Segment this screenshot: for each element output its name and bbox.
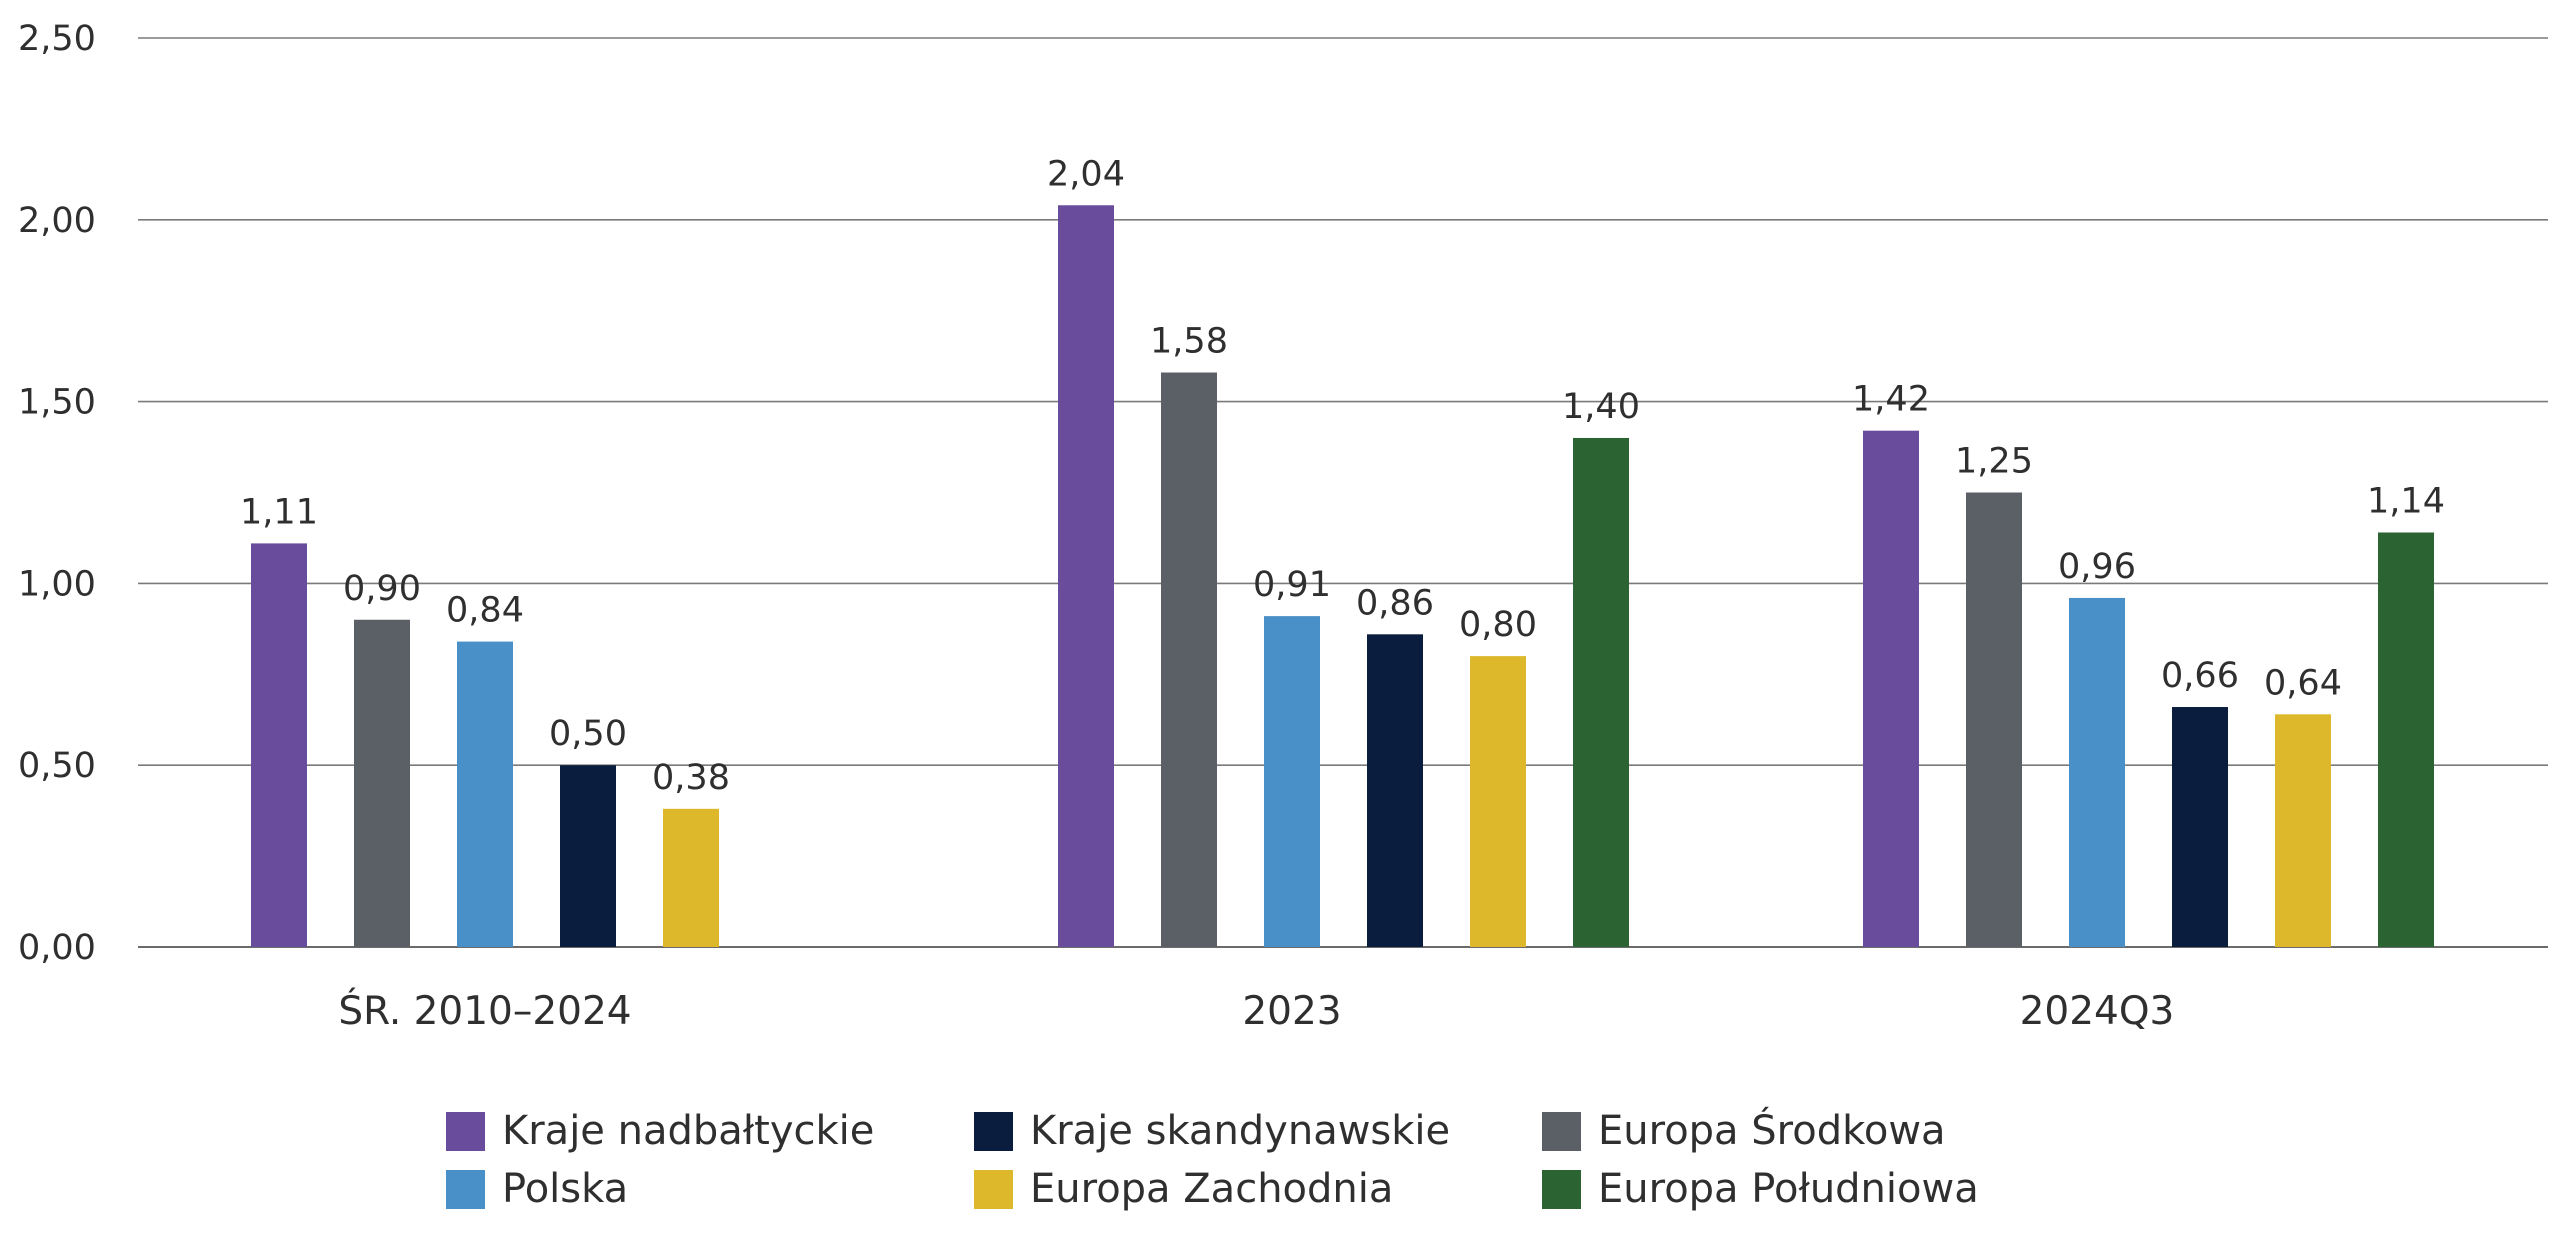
bar: [2275, 714, 2331, 947]
legend-swatch: [1542, 1170, 1581, 1209]
bar: [1470, 656, 1526, 947]
bar-value-label: 1,11: [240, 492, 318, 532]
bar-value-label: 0,50: [549, 714, 627, 754]
bar: [2069, 597, 2125, 947]
legend-label: Polska: [502, 1166, 628, 1212]
legend-item: Europa Środkowa: [1542, 1106, 1946, 1154]
y-tick-label: 1,00: [18, 564, 96, 604]
legend-item: Europa Zachodnia: [974, 1166, 1393, 1212]
bar: [457, 641, 513, 947]
bar-value-label: 1,42: [1852, 380, 1930, 420]
bar-value-label: 0,91: [1253, 565, 1331, 605]
bar-value-label: 0,86: [1356, 583, 1434, 623]
bar-value-label: 0,38: [652, 758, 730, 798]
legend: Kraje nadbałtyckie Kraje skandynawskie Eur…: [446, 1106, 1979, 1212]
bar: [663, 808, 719, 947]
bar: [1367, 634, 1423, 947]
x-axis: ŚR. 2010–2024 2023 2024Q3: [338, 987, 2174, 1034]
bar: [2172, 707, 2228, 947]
bar: [354, 619, 410, 947]
legend-swatch: [974, 1112, 1013, 1151]
bar: [1573, 437, 1629, 947]
bar: [560, 765, 616, 947]
bar: [1161, 372, 1217, 948]
legend-label: Europa Południowa: [1598, 1166, 1979, 1212]
bar-value-label: 2,04: [1047, 154, 1125, 194]
bars: [251, 205, 2434, 948]
bar-value-label: 1,14: [2367, 481, 2445, 521]
bar: [1966, 492, 2022, 947]
x-category-label: 2023: [1242, 989, 1341, 1034]
legend-label: Kraje skandynawskie: [1030, 1108, 1450, 1154]
legend-item: Europa Południowa: [1542, 1166, 1979, 1212]
legend-swatch: [446, 1112, 485, 1151]
legend-swatch: [446, 1170, 485, 1209]
bar-value-label: 0,80: [1459, 605, 1537, 645]
legend-label: Kraje nadbałtyckie: [502, 1108, 874, 1154]
y-tick-label: 1,50: [18, 383, 96, 423]
legend-swatch: [974, 1170, 1013, 1209]
bar-value-label: 0,64: [2264, 663, 2342, 703]
bar: [1058, 205, 1114, 948]
legend-item: Kraje nadbałtyckie: [446, 1108, 874, 1154]
y-tick-label: 2,50: [18, 19, 96, 59]
data-labels: 1,11 2,04 1,42 0,90 1,58 1,25 0,84 0,91 0,96 0,50…: [240, 154, 2445, 798]
bar: [251, 543, 307, 947]
bar: [1863, 430, 1919, 947]
legend-swatch: [1542, 1112, 1581, 1151]
bar-value-label: 1,25: [1955, 442, 2033, 482]
y-tick-label: 0,00: [18, 928, 96, 968]
bar-value-label: 0,84: [446, 591, 524, 631]
bar-value-label: 0,96: [2058, 547, 2136, 587]
legend-label: Europa Środkowa: [1598, 1106, 1946, 1154]
y-axis: 0,00 0,50 1,00 1,50 2,00 2,50: [18, 19, 96, 968]
grid-lines: [138, 37, 2548, 948]
bar-value-label: 1,40: [1562, 387, 1640, 427]
x-category-label: ŚR. 2010–2024: [338, 987, 631, 1034]
legend-item: Polska: [446, 1166, 628, 1212]
legend-item: Kraje skandynawskie: [974, 1108, 1450, 1154]
x-category-label: 2024Q3: [2020, 989, 2175, 1034]
bar-value-label: 1,58: [1150, 322, 1228, 362]
legend-label: Europa Zachodnia: [1030, 1166, 1393, 1212]
bar-value-label: 0,66: [2161, 656, 2239, 696]
bar: [2378, 532, 2434, 947]
y-tick-label: 2,00: [18, 201, 96, 241]
bar-value-label: 0,90: [343, 569, 421, 609]
bar: [1264, 616, 1320, 947]
y-tick-label: 0,50: [18, 746, 96, 786]
